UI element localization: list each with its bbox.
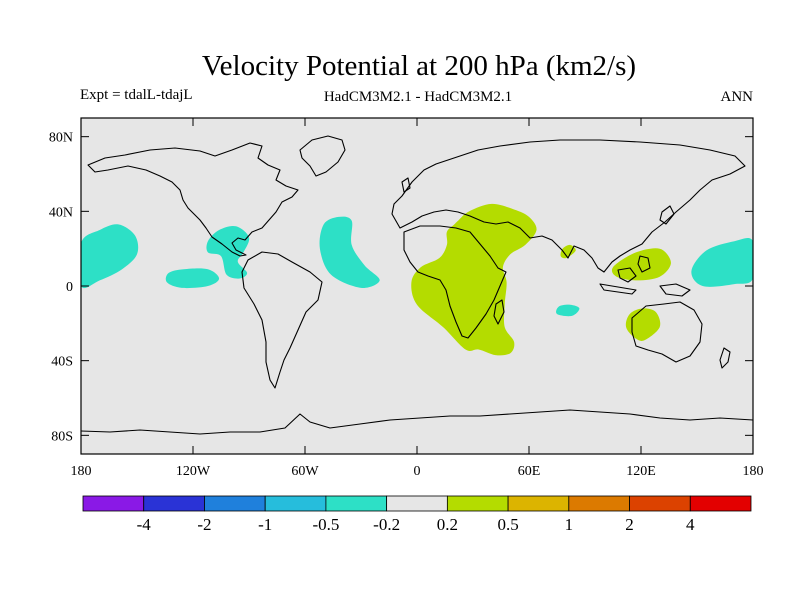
- y-tick-label: 0: [66, 280, 73, 295]
- y-tick-label: 40N: [49, 205, 73, 220]
- x-tick-label: 120W: [176, 464, 211, 479]
- region-positive-africa-arabia: [411, 203, 537, 356]
- y-tick-label: 80S: [51, 429, 73, 444]
- coastline-africa: [403, 225, 507, 339]
- coastline-south-america: [241, 251, 323, 389]
- colorbar-swatch: [446, 495, 509, 512]
- region-negative-indian-ocean: [556, 304, 580, 317]
- colorbar-swatch: [82, 495, 145, 512]
- coastline-australia: [631, 301, 703, 363]
- region-negative-atlantic: [319, 216, 380, 289]
- colorbar-label: -2: [197, 515, 211, 534]
- colorbar-label: 0.2: [437, 515, 458, 534]
- coastline-madagascar: [493, 299, 505, 325]
- colorbar-swatch: [386, 495, 448, 512]
- region-positive-india: [560, 244, 576, 259]
- coastline-british-isles: [401, 177, 411, 193]
- region-positive-maritime-continent: [611, 248, 671, 281]
- colorbar-label: 1: [565, 515, 574, 534]
- x-tick-label: 60E: [518, 464, 541, 479]
- y-tick-label: 40S: [51, 355, 73, 370]
- coastline-japan: [659, 205, 675, 225]
- shaded-regions: [81, 203, 753, 356]
- axis-ticks: 180 120W 60W 0 60E 120E 180 80N 40N 0 40S 80S: [49, 118, 764, 479]
- model-label: HadCM3M2.1 - HadCM3M2.1: [324, 89, 512, 105]
- coastlines: [81, 135, 753, 435]
- experiment-label: Expt = tdalL-tdajL: [80, 87, 193, 103]
- x-tick-label: 180: [71, 464, 92, 479]
- x-tick-label: 60W: [291, 464, 319, 479]
- colorbar-label: 0.5: [497, 515, 518, 534]
- colorbar-swatch: [143, 495, 205, 512]
- colorbar-label: 4: [686, 515, 695, 534]
- region-negative-east-pacific: [165, 268, 220, 289]
- coastline-north-america: [87, 142, 299, 257]
- colorbar: -4 -2 -1 -0.5 -0.2 0.2 0.5 1 2 4: [82, 495, 752, 534]
- colorbar-label: -4: [137, 515, 152, 534]
- colorbar-swatch: [507, 495, 570, 512]
- colorbar-label: -1: [258, 515, 272, 534]
- region-negative-central-pacific: [81, 224, 139, 289]
- chart-title: Velocity Potential at 200 hPa (km2/s): [202, 50, 636, 82]
- colorbar-swatch: [204, 495, 266, 512]
- colorbar-swatch: [264, 495, 327, 512]
- colorbar-swatch: [568, 495, 630, 512]
- region-negative-central-america: [206, 225, 250, 279]
- coastline-eurasia: [391, 139, 746, 273]
- colorbar-swatch: [689, 495, 752, 512]
- coastline-antarctica: [81, 409, 753, 435]
- colorbar-label: 2: [625, 515, 634, 534]
- colorbar-label: -0.2: [373, 515, 400, 534]
- x-tick-label: 0: [414, 464, 421, 479]
- season-label: ANN: [721, 89, 754, 105]
- x-tick-label: 180: [743, 464, 764, 479]
- coastline-greenland: [299, 135, 346, 177]
- colorbar-swatch: [629, 495, 691, 512]
- colorbar-label: -0.5: [312, 515, 339, 534]
- colorbar-swatch: [325, 495, 388, 512]
- coastline-indonesia: [599, 255, 691, 297]
- y-tick-label: 80N: [49, 131, 73, 146]
- coastline-new-zealand: [719, 347, 731, 369]
- x-tick-label: 120E: [626, 464, 656, 479]
- region-negative-west-pacific-east: [691, 238, 753, 287]
